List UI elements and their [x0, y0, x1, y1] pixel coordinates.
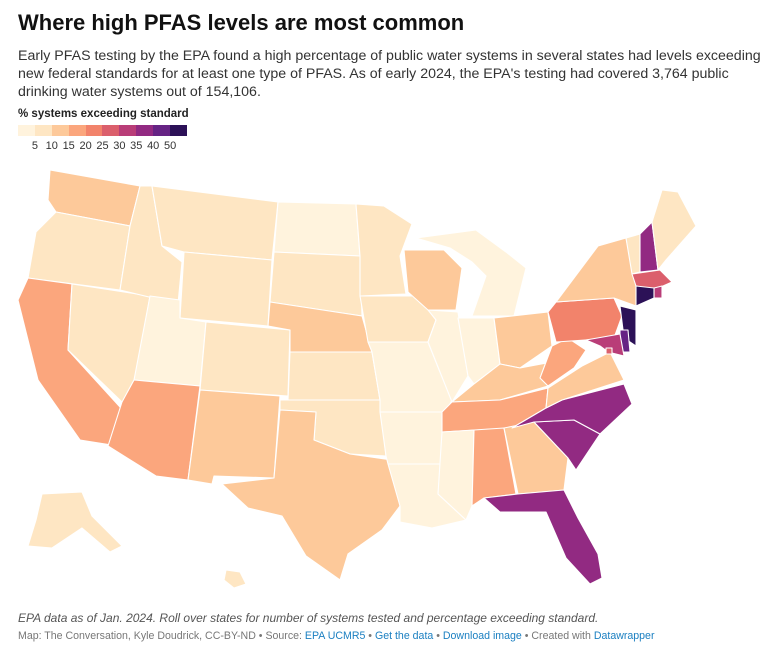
- legend-tick-label: 10: [45, 140, 58, 152]
- state-DC[interactable]: [605, 347, 613, 355]
- legend-swatch: [85, 125, 103, 136]
- state-OR[interactable]: [27, 211, 131, 291]
- state-AR[interactable]: [379, 411, 447, 465]
- state-WV[interactable]: [539, 337, 587, 387]
- state-MI[interactable]: [415, 229, 527, 317]
- state-ND[interactable]: [273, 201, 361, 257]
- state-WI[interactable]: [403, 249, 463, 311]
- state-TX[interactable]: [221, 409, 401, 581]
- state-MA[interactable]: [631, 269, 673, 291]
- state-WY[interactable]: [179, 251, 273, 327]
- legend-swatch: [119, 125, 137, 136]
- state-MN[interactable]: [355, 203, 413, 297]
- state-AK[interactable]: [27, 491, 123, 553]
- legend-tick-label: 20: [79, 140, 92, 152]
- legend-tick-label: 40: [147, 140, 160, 152]
- legend-tick-label: 35: [130, 140, 143, 152]
- state-NC[interactable]: [511, 383, 633, 435]
- chart-footer: Map: The Conversation, Kyle Doudrick, CC…: [18, 630, 654, 642]
- footer-credit: Map: The Conversation, Kyle Doudrick, CC…: [18, 630, 305, 642]
- chart-title: Where high PFAS levels are most common: [18, 10, 465, 35]
- legend-tick-label: 15: [62, 140, 75, 152]
- state-MT[interactable]: [151, 185, 279, 261]
- state-FL[interactable]: [483, 489, 603, 585]
- download-image-link[interactable]: Download image: [442, 630, 522, 642]
- legend-tick-label: 25: [96, 140, 109, 152]
- state-ME[interactable]: [651, 189, 697, 271]
- state-HI[interactable]: [223, 569, 247, 589]
- state-CT[interactable]: [635, 285, 655, 307]
- legend-swatch: [102, 125, 120, 136]
- state-MD[interactable]: [585, 333, 625, 357]
- state-KS[interactable]: [287, 351, 381, 401]
- footer-created-with: • Created with: [521, 630, 594, 642]
- legend-tick-labels: 5 10 15 20 25 30 35 40 50: [18, 140, 188, 154]
- get-data-link[interactable]: Get the data: [374, 630, 434, 642]
- legend-swatch: [170, 125, 187, 136]
- legend-swatch: [18, 125, 35, 136]
- chart-note: EPA data as of Jan. 2024. Roll over stat…: [18, 611, 599, 625]
- legend-swatch: [34, 125, 52, 136]
- legend-swatch: [136, 125, 154, 136]
- datawrapper-link[interactable]: Datawrapper: [593, 630, 655, 642]
- state-CO[interactable]: [199, 321, 291, 397]
- legend-tick-label: 50: [163, 140, 177, 152]
- state-NY[interactable]: [555, 237, 637, 307]
- legend-tick-label: 30: [113, 140, 126, 152]
- legend-tick-label: 5: [31, 140, 38, 152]
- legend-swatch: [153, 125, 171, 136]
- chart-description: Early PFAS testing by the EPA found a hi…: [18, 48, 761, 100]
- legend-color-scale: [18, 125, 187, 136]
- legend-title: % systems exceeding standard: [18, 108, 189, 120]
- source-link[interactable]: EPA UCMR5: [304, 630, 366, 642]
- state-OH[interactable]: [493, 311, 553, 369]
- state-RI[interactable]: [653, 285, 663, 299]
- footer-separator: •: [433, 630, 443, 642]
- state-NM[interactable]: [187, 389, 281, 485]
- legend-swatch: [51, 125, 69, 136]
- state-VA[interactable]: [545, 351, 625, 409]
- legend-swatch: [68, 125, 86, 136]
- state-MS[interactable]: [437, 429, 475, 521]
- footer-separator: •: [365, 630, 375, 642]
- us-states-map: [17, 169, 697, 589]
